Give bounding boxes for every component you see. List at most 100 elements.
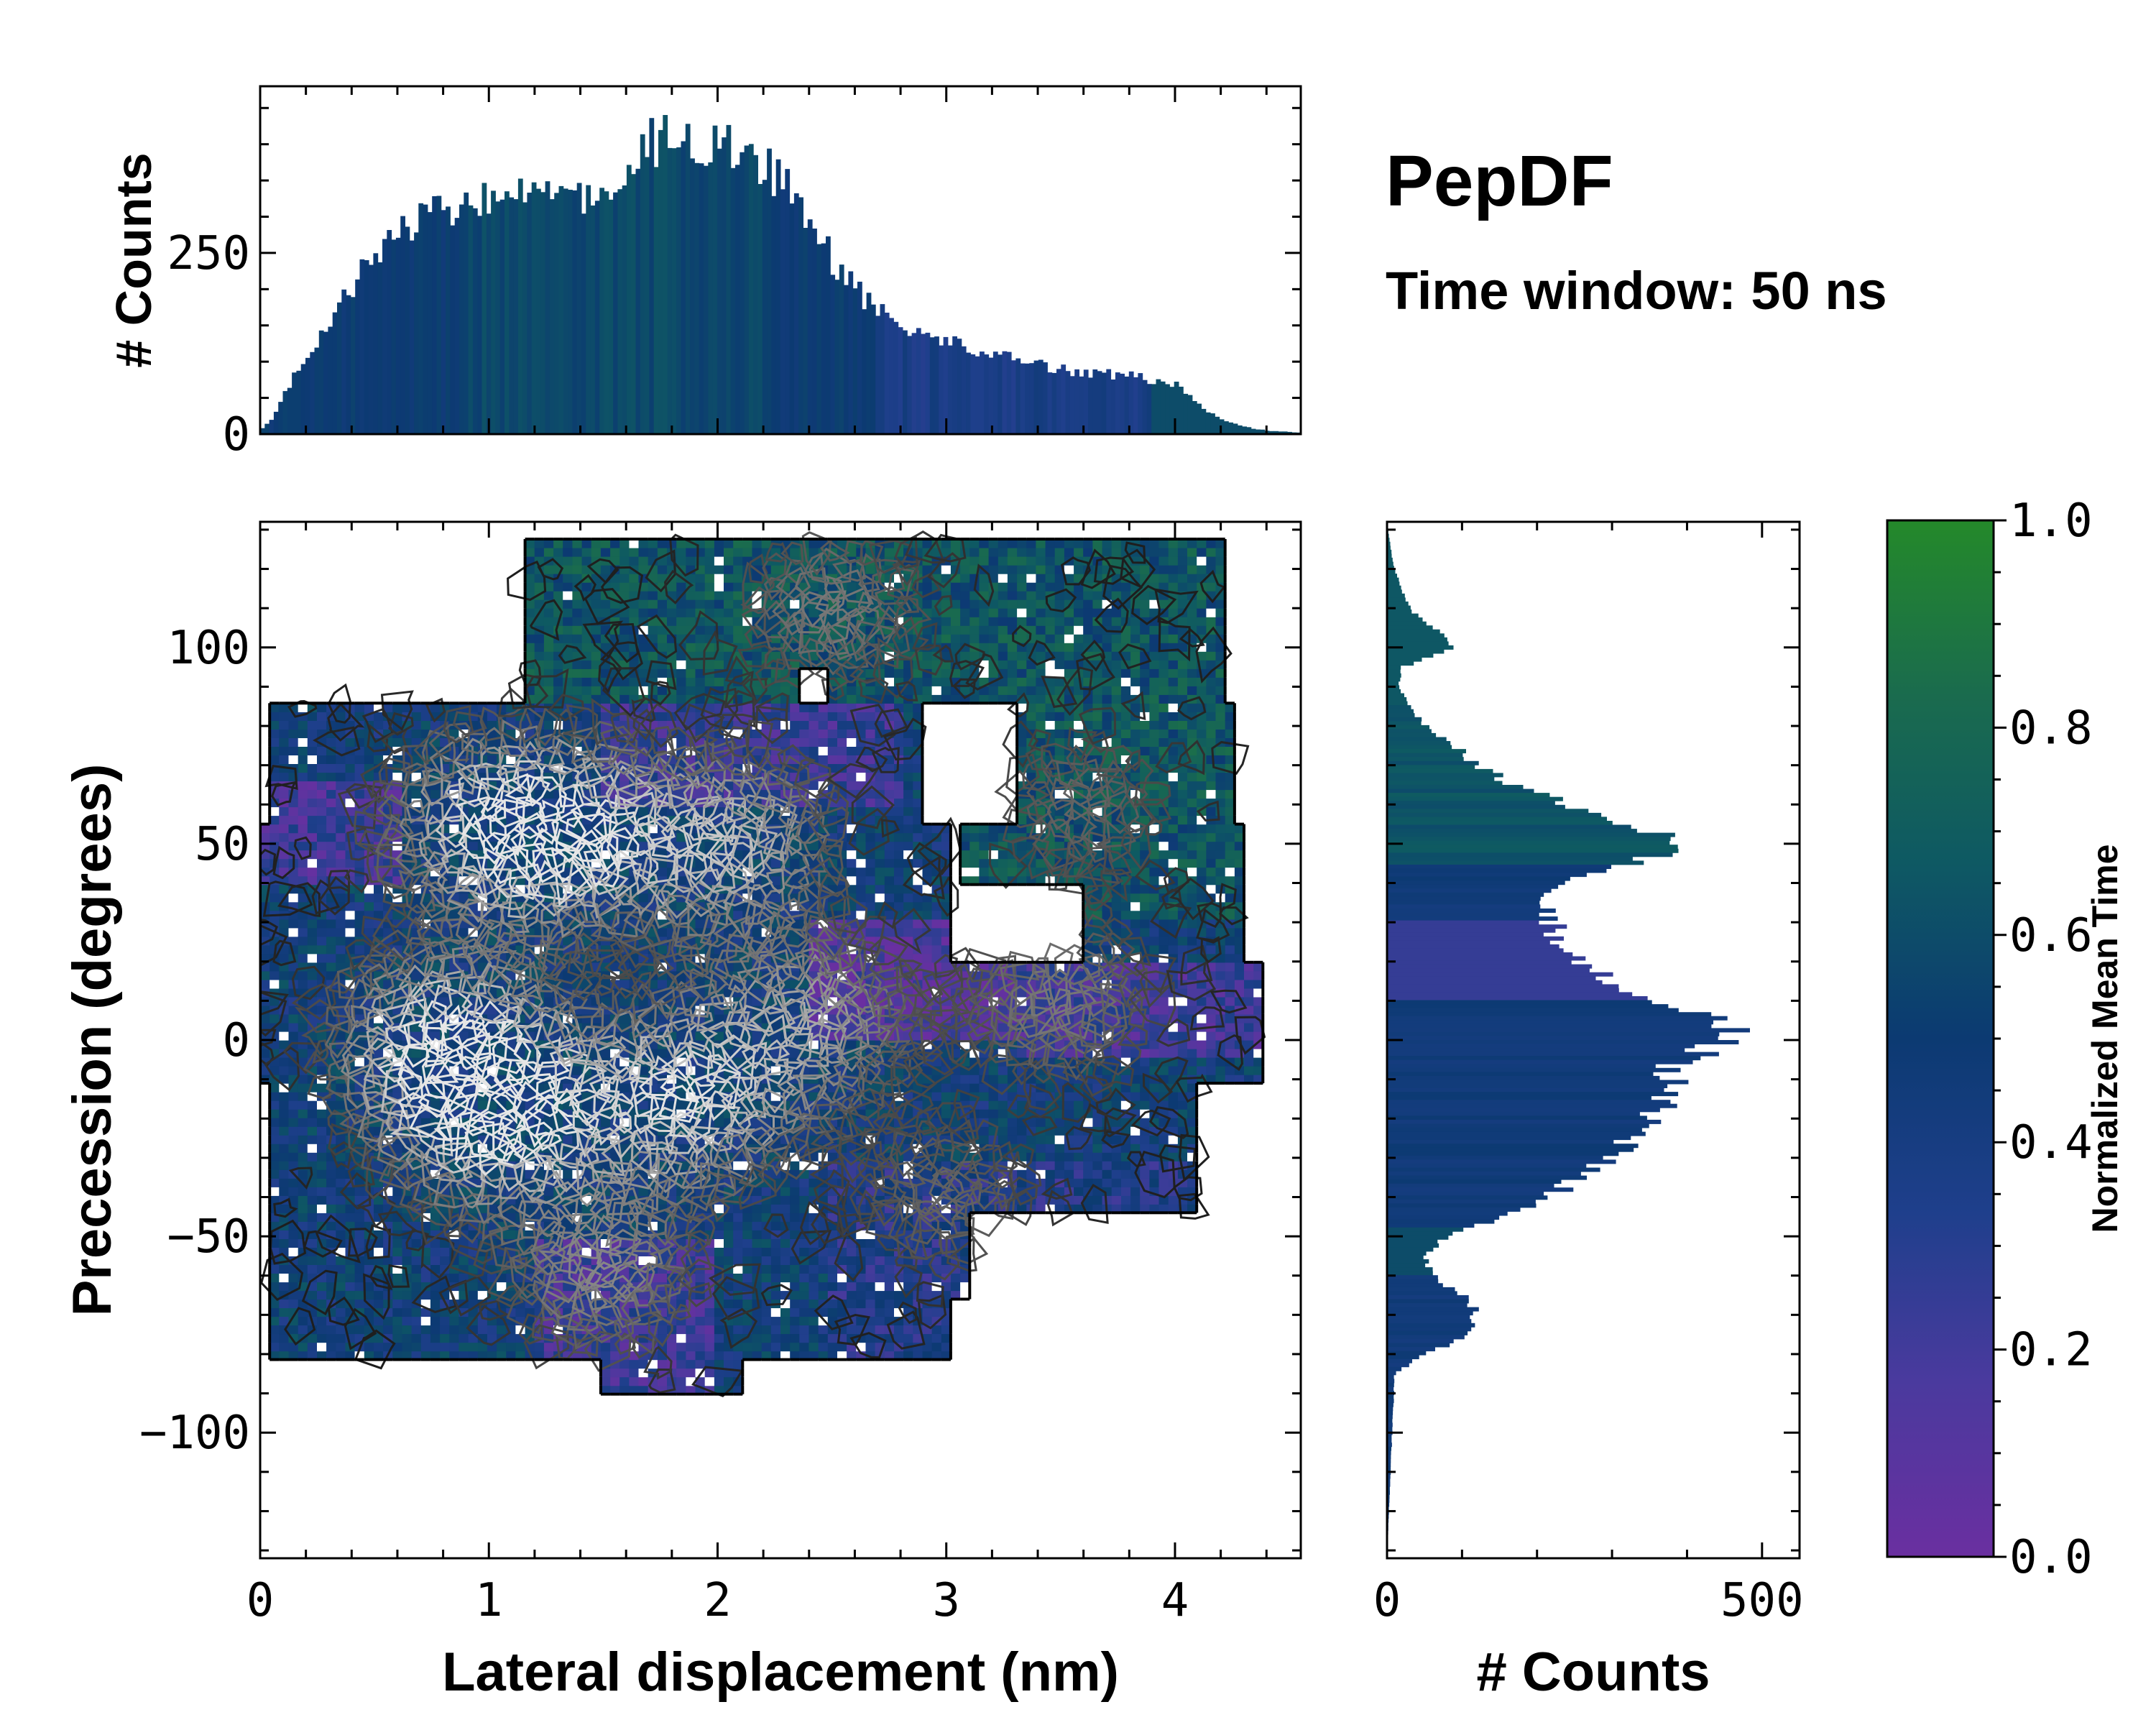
heatmap-cell bbox=[686, 591, 696, 600]
heatmap-cell bbox=[667, 617, 677, 626]
top-histogram-bar bbox=[300, 364, 306, 434]
heatmap-cell bbox=[468, 858, 479, 868]
heatmap-cell bbox=[770, 1238, 781, 1248]
top-histogram-bar bbox=[337, 302, 342, 434]
top-histogram-bar bbox=[767, 148, 772, 434]
heatmap-cell bbox=[374, 1161, 384, 1170]
heatmap-cell bbox=[657, 643, 668, 652]
heatmap-cell bbox=[638, 1325, 649, 1335]
heatmap-cell bbox=[742, 548, 753, 557]
heatmap-cell bbox=[553, 643, 563, 652]
top-histogram-bar bbox=[839, 264, 844, 434]
heatmap-cell bbox=[761, 1238, 772, 1248]
heatmap-cell bbox=[525, 634, 535, 643]
heatmap-cell bbox=[477, 1351, 488, 1361]
heatmap-cell bbox=[420, 1273, 431, 1283]
heatmap-cell bbox=[581, 660, 592, 669]
heatmap-cell bbox=[279, 1264, 290, 1274]
heatmap-cell bbox=[374, 1204, 384, 1213]
heatmap-cell bbox=[714, 574, 724, 583]
heatmap-cell bbox=[440, 1316, 450, 1326]
heatmap-cell bbox=[345, 772, 356, 782]
heatmap-cell bbox=[724, 1238, 734, 1248]
heatmap-cell bbox=[336, 1100, 346, 1110]
heatmap-cell bbox=[298, 789, 308, 799]
top-histogram-bar bbox=[653, 167, 659, 434]
top-histogram-bar bbox=[594, 201, 600, 434]
top-histogram-bar bbox=[273, 411, 279, 434]
heatmap-cell bbox=[411, 1057, 422, 1067]
heatmap-cell bbox=[298, 737, 308, 747]
heatmap-cell bbox=[326, 927, 336, 937]
top-histogram-bar bbox=[558, 185, 564, 434]
heatmap-cell bbox=[629, 608, 640, 617]
heatmap-cell bbox=[374, 1316, 384, 1326]
heatmap-cell bbox=[279, 755, 290, 764]
heatmap-cell bbox=[317, 1161, 327, 1170]
top-histogram-bar bbox=[414, 232, 419, 434]
heatmap-cell bbox=[336, 806, 346, 816]
heatmap-cell bbox=[742, 1213, 753, 1222]
heatmap-cell bbox=[714, 1342, 724, 1352]
heatmap-cell bbox=[298, 755, 308, 764]
top-histogram-bar bbox=[785, 169, 791, 434]
top-histogram-bar bbox=[1197, 403, 1202, 434]
top-histogram-bar bbox=[812, 229, 817, 434]
top-histogram-bar bbox=[1002, 351, 1008, 434]
heatmap-cell bbox=[326, 832, 336, 842]
heatmap-cell bbox=[317, 1290, 327, 1300]
heatmap-cell bbox=[336, 1264, 346, 1274]
heatmap-cell bbox=[270, 1109, 280, 1118]
heatmap-cell bbox=[326, 970, 336, 980]
heatmap-cell bbox=[695, 1316, 706, 1326]
top-histogram-bar bbox=[599, 188, 604, 434]
heatmap-cell bbox=[374, 1333, 384, 1343]
heatmap-cell bbox=[468, 806, 479, 816]
heatmap-cell bbox=[288, 824, 299, 834]
heatmap-cell bbox=[336, 1256, 346, 1265]
heatmap-cell bbox=[770, 1264, 781, 1274]
heatmap-cell bbox=[345, 798, 356, 808]
heatmap-cell bbox=[298, 1023, 308, 1032]
heatmap-cell bbox=[411, 970, 422, 980]
heatmap-cell bbox=[326, 1273, 336, 1283]
heatmap-cell bbox=[270, 884, 280, 894]
top-histogram-bar bbox=[590, 205, 596, 434]
top-histogram-bar bbox=[531, 182, 537, 434]
heatmap-cell bbox=[430, 1290, 441, 1300]
heatmap-cell bbox=[676, 686, 686, 695]
heatmap-cell bbox=[270, 919, 280, 929]
heatmap-cell bbox=[563, 1135, 573, 1144]
top-histogram-bar bbox=[1278, 431, 1284, 434]
heatmap-cell bbox=[459, 1316, 469, 1326]
heatmap-cell bbox=[317, 1118, 327, 1127]
heatmap-cell bbox=[270, 815, 280, 825]
heatmap-cell bbox=[374, 1178, 384, 1187]
heatmap-cell bbox=[638, 565, 649, 574]
heatmap-cell bbox=[336, 1333, 346, 1343]
heatmap-cell bbox=[298, 1256, 308, 1265]
heatmap-cell bbox=[543, 643, 554, 652]
heatmap-cell bbox=[420, 1342, 431, 1352]
heatmap-cell bbox=[374, 910, 384, 920]
top-histogram-bar bbox=[1069, 376, 1075, 434]
heatmap-cell bbox=[657, 850, 668, 860]
heatmap-cell bbox=[563, 591, 573, 600]
heatmap-cell bbox=[279, 1135, 290, 1144]
heatmap-cell bbox=[742, 1230, 753, 1239]
top-histogram-bar bbox=[464, 192, 469, 434]
heatmap-cell bbox=[714, 1247, 724, 1256]
top-histogram-bar bbox=[1038, 359, 1044, 434]
heatmap-cell bbox=[374, 1351, 384, 1361]
heatmap-cell bbox=[506, 1342, 517, 1352]
heatmap-cell bbox=[704, 591, 715, 600]
heatmap-cell bbox=[288, 875, 299, 886]
heatmap-cell bbox=[354, 1325, 365, 1335]
heatmap-cell bbox=[354, 893, 365, 903]
top-histogram-bar bbox=[454, 218, 460, 434]
heatmap-cell bbox=[279, 1118, 290, 1127]
top-histogram-bar bbox=[1074, 369, 1079, 434]
top-histogram-bar bbox=[278, 402, 283, 434]
heatmap-cell bbox=[317, 1325, 327, 1335]
heatmap-cell bbox=[629, 1359, 640, 1369]
